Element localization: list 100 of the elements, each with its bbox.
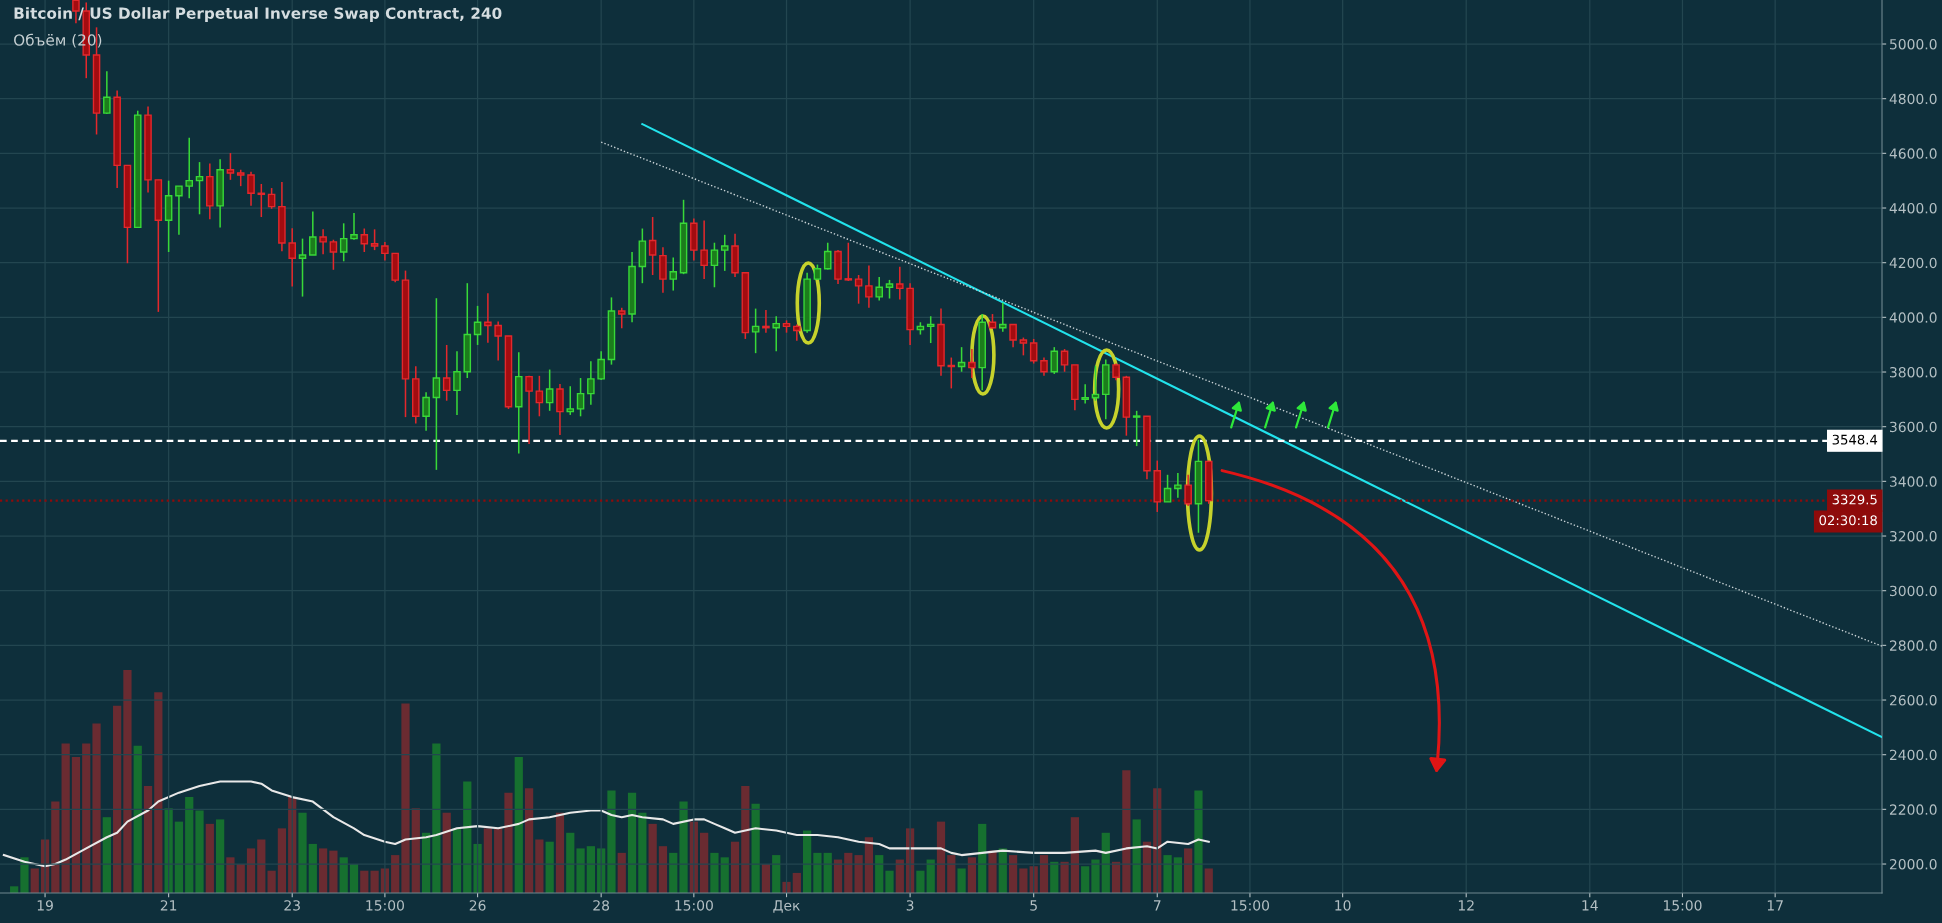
candlestick — [885, 279, 894, 300]
x-tick-label: 12 — [1458, 900, 1474, 911]
candlestick — [999, 302, 1007, 333]
bar — [370, 870, 379, 893]
candlestick — [844, 241, 853, 282]
bar — [648, 823, 657, 893]
candlestick — [793, 323, 801, 342]
x-tick-label: 23 — [284, 900, 300, 911]
candlestick — [432, 297, 441, 471]
bar — [751, 803, 760, 893]
candlestick — [72, 0, 80, 24]
bar — [1060, 861, 1069, 893]
bar — [988, 850, 997, 893]
candlestick — [1050, 346, 1059, 375]
bar — [658, 846, 668, 893]
bar — [329, 850, 338, 893]
bar — [267, 870, 276, 893]
candlestick — [525, 375, 533, 445]
bar — [627, 792, 637, 893]
candlestick — [535, 375, 544, 418]
x-tick-label: 19 — [37, 900, 53, 911]
bar — [638, 812, 647, 893]
candlestick — [597, 350, 605, 381]
bar — [133, 745, 142, 893]
y-tick-label: 3400.0 — [1890, 476, 1937, 487]
candlestick — [720, 234, 729, 272]
bar — [246, 848, 256, 893]
bar — [1163, 855, 1172, 893]
candlestick — [422, 391, 430, 432]
candlestick — [339, 222, 348, 263]
x-tick-label: 7 — [1153, 900, 1161, 911]
bar — [957, 868, 966, 893]
candlestick — [556, 383, 564, 436]
candlestick — [350, 212, 358, 241]
bar — [854, 855, 863, 893]
bar — [205, 823, 214, 893]
bar — [473, 843, 482, 893]
y-tick-label: 2600.0 — [1889, 694, 1937, 706]
bar — [555, 812, 565, 893]
bar — [102, 817, 111, 893]
candlestick — [968, 348, 976, 379]
bar — [92, 723, 101, 893]
bar — [720, 857, 729, 893]
x-tick-label: 14 — [1582, 900, 1598, 911]
bar — [318, 848, 328, 893]
candlestick — [1029, 338, 1038, 365]
bar — [524, 788, 534, 893]
bar — [1132, 819, 1141, 893]
bar — [761, 864, 771, 893]
bar — [51, 801, 60, 893]
bar — [545, 841, 554, 893]
bar — [875, 855, 884, 893]
candlestick — [865, 264, 873, 309]
candlestick — [103, 70, 111, 115]
bar — [185, 797, 194, 893]
candlestick — [1132, 410, 1141, 447]
candlestick — [772, 315, 781, 353]
x-tick-label: Дек — [773, 900, 800, 913]
bar — [349, 864, 359, 893]
bar — [813, 852, 822, 893]
x-tick-label: 15:00 — [366, 900, 404, 911]
bar — [257, 839, 266, 893]
bar — [1173, 857, 1182, 893]
candlestick — [1040, 356, 1048, 377]
bar — [360, 870, 369, 893]
bar — [700, 832, 709, 893]
candlestick — [896, 266, 904, 301]
bar — [1019, 868, 1028, 893]
candlestick — [1060, 348, 1069, 373]
candlestick — [700, 219, 708, 280]
bar — [308, 843, 317, 893]
candlestick — [370, 228, 379, 251]
candlestick — [1081, 383, 1089, 405]
y-tick-label: 4600.0 — [1889, 148, 1937, 159]
bar — [1194, 790, 1203, 893]
candlestick — [823, 241, 832, 271]
y-tick-label: 5000.0 — [1890, 38, 1937, 50]
x-tick-label: 3 — [906, 900, 914, 911]
bar — [432, 743, 441, 893]
candlestick — [854, 274, 863, 305]
bar — [710, 852, 719, 893]
bar — [514, 756, 523, 893]
candlestick — [1163, 474, 1172, 503]
bar — [1039, 855, 1049, 893]
bar — [216, 819, 225, 893]
candlestick — [648, 216, 657, 276]
candlestick — [175, 185, 183, 236]
candlestick — [298, 237, 307, 298]
candlestick — [381, 241, 389, 262]
candlestick — [751, 307, 760, 354]
candlestick — [453, 350, 461, 416]
bar — [576, 848, 585, 893]
y-tick-label: 4200.0 — [1889, 257, 1937, 269]
bar — [730, 841, 740, 893]
y-tick-label: 2200.0 — [1889, 804, 1937, 815]
bar — [463, 781, 472, 893]
candlestick — [1184, 474, 1192, 507]
bar — [1204, 868, 1213, 893]
bar — [82, 743, 91, 893]
bar — [30, 868, 39, 893]
